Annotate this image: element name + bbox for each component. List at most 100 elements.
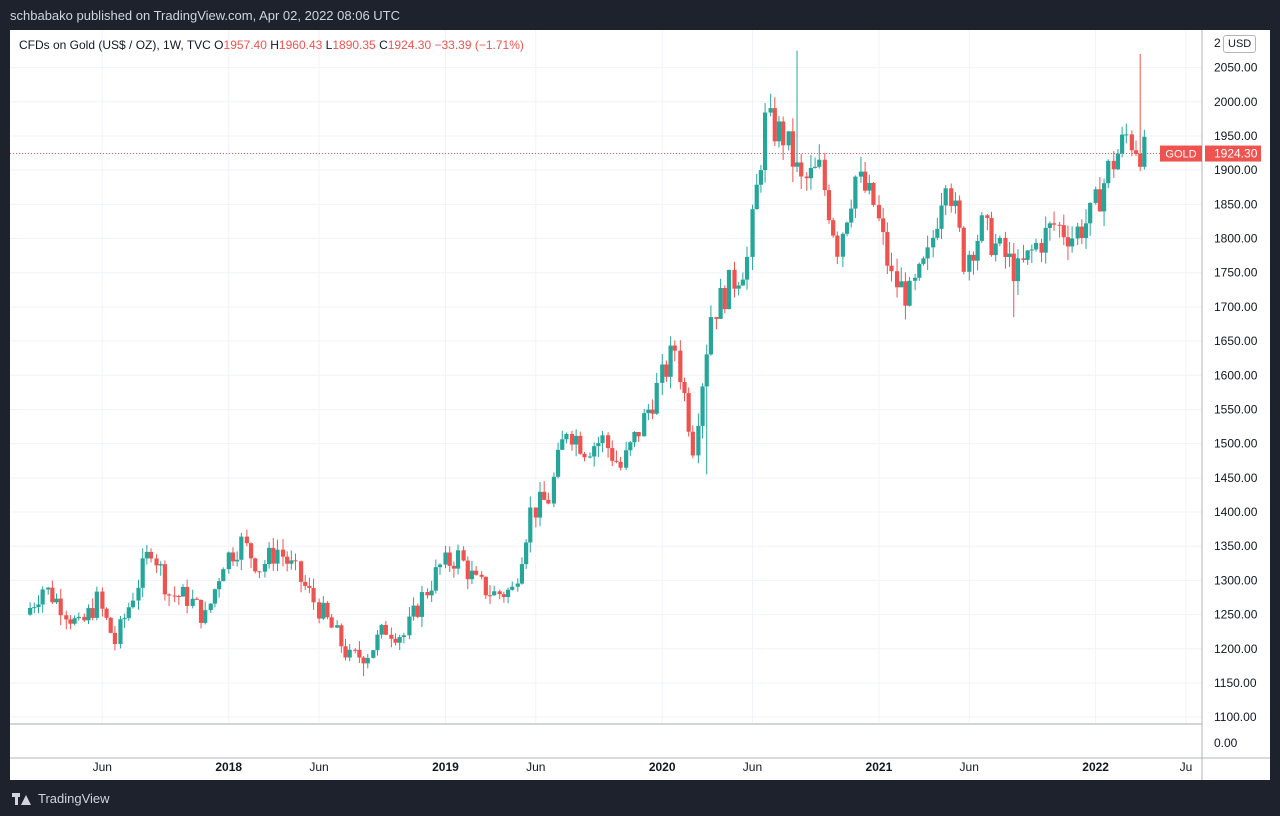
candle-body xyxy=(375,634,380,651)
candle xyxy=(1093,186,1098,205)
candle-body xyxy=(668,345,673,377)
legend-low-value: 1890.35 xyxy=(332,38,376,52)
candle-body xyxy=(690,431,695,456)
candle-body xyxy=(660,364,665,383)
candle-body xyxy=(871,182,876,205)
candle xyxy=(885,222,890,275)
candle-body xyxy=(961,227,966,272)
candle xyxy=(826,184,832,224)
candle xyxy=(1007,242,1012,268)
candle-body xyxy=(365,657,370,664)
currency-button[interactable]: USD xyxy=(1223,35,1257,53)
candle xyxy=(244,529,249,547)
candle xyxy=(863,161,868,193)
candle-body xyxy=(68,619,73,624)
time-tick-label: 2021 xyxy=(866,760,893,774)
candle xyxy=(533,507,538,528)
candle xyxy=(172,586,177,603)
candle-body xyxy=(1133,150,1139,154)
candle-body xyxy=(524,542,529,565)
candle-body xyxy=(925,247,930,259)
candle xyxy=(126,602,131,621)
candle-body xyxy=(32,607,37,609)
candle-body xyxy=(650,409,655,414)
candle xyxy=(271,537,276,571)
candle-body xyxy=(244,536,249,544)
candle xyxy=(248,542,254,569)
candle-body xyxy=(714,317,719,319)
tradingview-brand[interactable]: TradingView xyxy=(12,791,110,806)
candle-body xyxy=(166,594,172,596)
candle xyxy=(321,596,326,621)
candle xyxy=(347,643,352,662)
candle xyxy=(1111,151,1116,178)
candle-body xyxy=(1021,258,1026,260)
candle xyxy=(790,118,795,183)
candle-body xyxy=(483,576,488,596)
volume-tick-label: 0.00 xyxy=(1214,736,1238,750)
candle-body xyxy=(58,598,63,616)
candle xyxy=(650,399,655,420)
candle xyxy=(708,305,714,356)
candle-body xyxy=(817,159,822,167)
candle xyxy=(68,615,73,630)
candle-body xyxy=(108,617,113,633)
candle xyxy=(361,655,366,677)
time-tick-label: Jun xyxy=(309,760,328,774)
candle-body xyxy=(1115,153,1121,170)
price-tick-label: 1750.00 xyxy=(1214,266,1258,280)
candle-body xyxy=(732,269,737,289)
candle xyxy=(740,272,745,286)
candle xyxy=(799,153,804,190)
candle xyxy=(104,607,109,621)
candle xyxy=(917,262,922,281)
chart-area[interactable]: 1100.00 1150.00 1200.00 1250.00 1300.00 1350.… xyxy=(10,30,1270,780)
candle-body xyxy=(425,592,430,596)
symbol-tag-bg xyxy=(1160,145,1202,162)
candle xyxy=(443,545,448,569)
candle-body xyxy=(786,131,791,146)
candle-body xyxy=(461,550,466,561)
candle-body xyxy=(505,589,511,598)
candle xyxy=(632,431,637,448)
legend-open-value: 1957.40 xyxy=(223,38,267,52)
candle-body xyxy=(967,254,972,272)
price-tick-label: 1650.00 xyxy=(1214,334,1258,348)
candle-body xyxy=(867,182,872,191)
candle xyxy=(1120,126,1125,158)
candle-body xyxy=(285,556,290,564)
price-tick-label: 1950.00 xyxy=(1214,129,1258,143)
candle xyxy=(257,571,262,579)
candle-body xyxy=(913,277,918,281)
candle xyxy=(90,598,95,621)
candle xyxy=(881,207,886,245)
candle xyxy=(293,553,298,571)
candle-body xyxy=(36,604,41,608)
candle-body xyxy=(275,549,280,564)
candle xyxy=(451,561,456,578)
price-tick-label: 1850.00 xyxy=(1214,197,1258,211)
candle xyxy=(483,576,488,599)
price-tick-label: 1450.00 xyxy=(1214,471,1258,485)
candle xyxy=(750,204,755,271)
candle xyxy=(389,627,394,648)
candle-body xyxy=(971,254,976,261)
candle-body xyxy=(239,536,244,560)
candle-body xyxy=(975,240,980,261)
candle-body xyxy=(1011,253,1016,282)
legend-open-label: O xyxy=(214,38,224,52)
candle-body xyxy=(40,589,45,605)
candle-body xyxy=(822,159,827,191)
candle xyxy=(474,565,479,576)
candle-body xyxy=(253,558,258,572)
candle xyxy=(303,574,308,591)
candle xyxy=(682,377,687,402)
candle-body xyxy=(835,235,840,257)
price-tick-label: 1900.00 xyxy=(1214,163,1258,177)
publisher-bar: schbabako published on TradingView.com, … xyxy=(0,0,1280,30)
candlestick-chart[interactable]: 1100.00 1150.00 1200.00 1250.00 1300.00 1350.… xyxy=(10,30,1270,780)
candle-body xyxy=(447,552,452,566)
candle-body xyxy=(831,220,836,236)
candle-body xyxy=(628,442,633,451)
candle xyxy=(32,602,37,614)
